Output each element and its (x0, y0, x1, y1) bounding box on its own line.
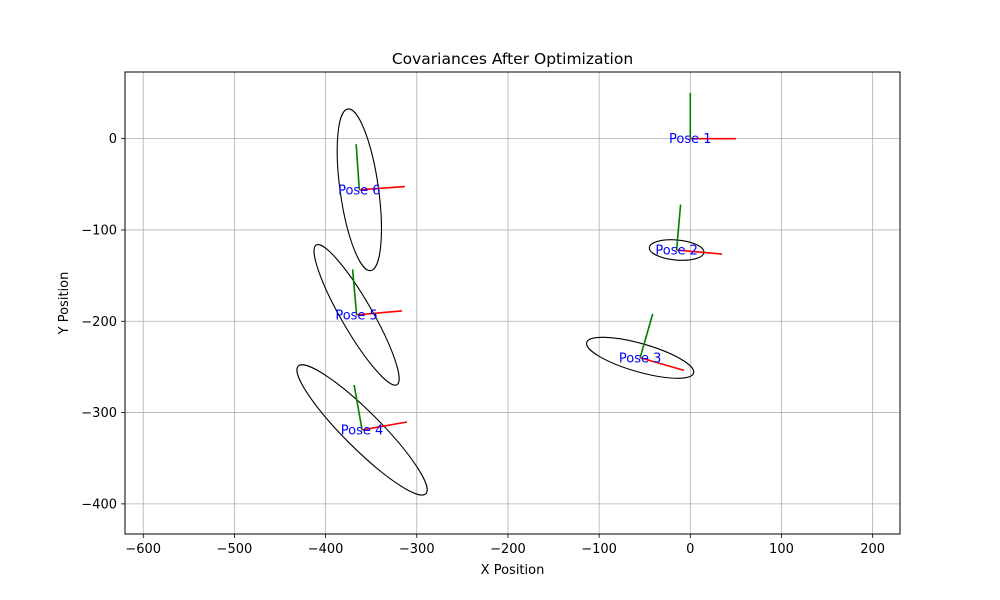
covariance-ellipse-4 (296, 364, 428, 496)
axes-frame (124, 71, 901, 535)
pose-label-4: Pose 4 (341, 423, 384, 438)
pose-x-axis-2 (676, 249, 723, 255)
covariance-ellipse-6 (336, 108, 382, 272)
x-tick-label: −200 (490, 542, 526, 557)
pose-label-6: Pose 6 (338, 183, 381, 198)
y-tick-label: −300 (81, 406, 117, 421)
x-tick-label: 100 (769, 542, 794, 557)
pose-y-axis-3 (639, 313, 654, 359)
covariance-ellipse-5 (313, 244, 400, 386)
pose-y-axis-5 (351, 269, 358, 315)
y-tick-label: −200 (81, 315, 117, 330)
pose-x-axis-5 (356, 310, 403, 316)
pose-label-2: Pose 2 (655, 244, 698, 259)
ticks: −600 −500 −400 −300 −200 −100 0 100 200 −400 −300 −… (81, 132, 885, 557)
chart-title: Covariances After Optimization (392, 50, 633, 68)
y-tick-label: 0 (109, 132, 117, 147)
grid (125, 72, 900, 534)
x-tick-label: −100 (581, 542, 617, 557)
y-tick-label: −100 (81, 223, 117, 238)
y-tick-label: −400 (81, 497, 117, 512)
pose-x-axis-3 (639, 357, 685, 372)
pose-x-axis-4 (361, 421, 408, 431)
pose-y-axis-2 (675, 204, 682, 251)
y-axis-label: Y Position (57, 272, 72, 336)
pose-x-axis-6 (359, 185, 405, 191)
pose-label-3: Pose 3 (619, 351, 662, 366)
x-tick-label: 0 (686, 542, 694, 557)
pose-y-axis-4 (353, 384, 363, 431)
pose-label-1: Pose 1 (669, 132, 712, 147)
plot-area: Pose 1 Pose 2 Pose 3 Pose 4 Pose 5 Pose 6 (296, 93, 736, 496)
x-tick-label: −600 (125, 542, 161, 557)
pose-y-axis-6 (355, 144, 361, 190)
x-tick-label: 200 (860, 542, 885, 557)
data-layer: Pose 1 Pose 2 Pose 3 Pose 4 Pose 5 Pose 6 (296, 93, 736, 496)
pose-label-5: Pose 5 (335, 308, 378, 323)
x-tick-label: −300 (399, 542, 435, 557)
x-axis-label: X Position (481, 563, 545, 578)
x-tick-label: −400 (308, 542, 344, 557)
x-tick-label: −500 (217, 542, 253, 557)
